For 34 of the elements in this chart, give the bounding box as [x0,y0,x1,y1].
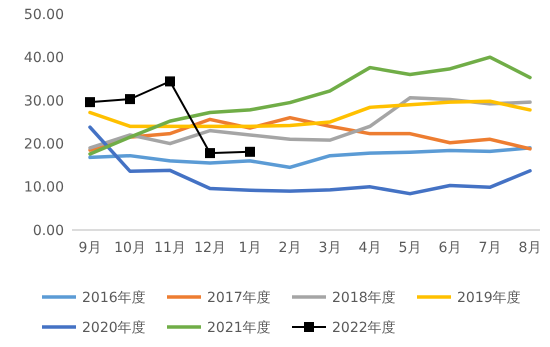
line-series [88,55,532,156]
point [85,97,95,108]
x-tick-label: 7月 [478,240,502,256]
legend-label: 2016年度 [82,290,146,306]
y-tick-label: 20.00 [24,136,64,152]
legend-label: 2020年度 [82,320,146,336]
x-tick-label: 12月 [194,240,226,256]
point [125,94,135,104]
y-tick-label: 30.00 [24,93,64,110]
legend-label: 2018年度 [332,290,396,306]
x-tick-label: 5月 [398,240,422,256]
y-tick-label: 0.00 [32,222,64,239]
point [165,76,175,86]
y-tick-label: 40.00 [24,50,64,66]
point [245,146,255,157]
line-series [88,146,532,170]
x-tick-label: 8月 [518,240,542,256]
legend-label: 2017年度 [207,290,271,306]
legend-label: 2021年度 [207,320,271,336]
x-tick-label: 1月 [238,240,262,256]
y-tick-label: 50.00 [24,6,64,23]
x-tick-label: 10月 [114,240,146,256]
line-series [88,125,532,196]
x-tick-label: 11月 [154,240,186,256]
x-tick-label: 6月 [438,240,462,256]
x-tick-label: 9月 [78,240,102,256]
legend-label: 2019年度 [457,290,521,306]
x-tick-label: 2月 [278,240,302,256]
x-tick-label: 3月 [318,240,342,256]
line-series [88,100,532,128]
x-tick-label: 4月 [358,240,382,256]
point [205,148,215,158]
legend-label: 2022年度 [332,320,396,336]
y-tick-label: 10.00 [24,180,64,196]
